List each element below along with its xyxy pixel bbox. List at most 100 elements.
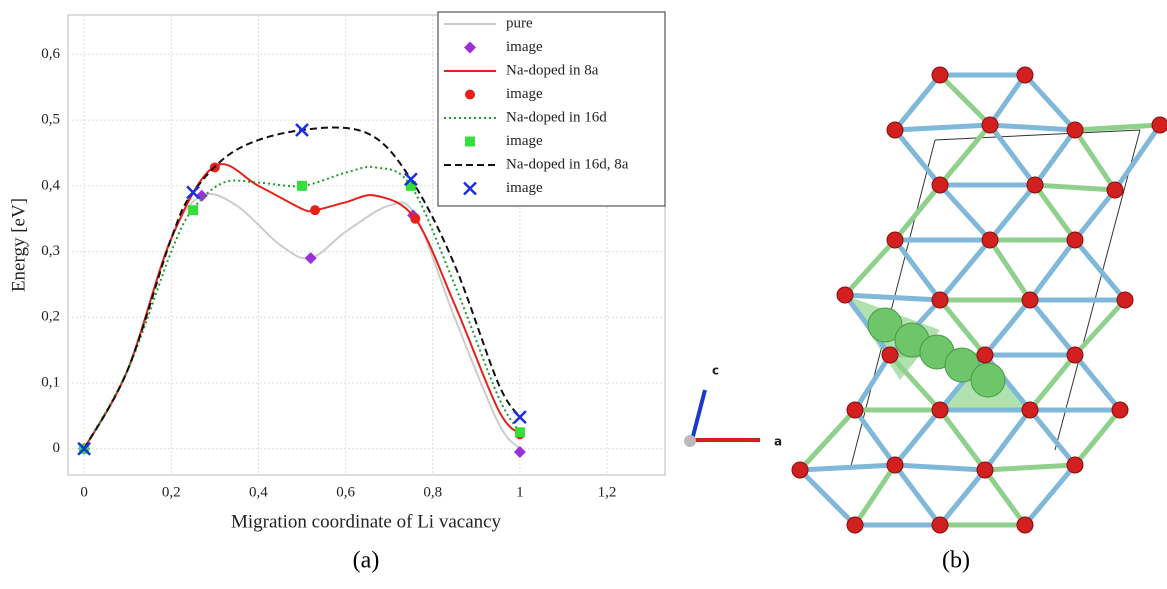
legend-label: image: [506, 180, 543, 196]
axis-label: c: [712, 364, 719, 378]
x-tick-label: 0,2: [162, 484, 181, 500]
o-atom: [887, 457, 903, 473]
x-tick-label: 0: [80, 484, 88, 500]
bond: [1075, 190, 1115, 240]
o-atom: [887, 232, 903, 248]
o-atom: [882, 347, 898, 363]
bond: [1025, 75, 1075, 130]
bond: [895, 410, 940, 465]
bond: [940, 240, 990, 300]
bond: [895, 75, 940, 130]
o-atom: [1027, 177, 1043, 193]
o-atom: [847, 517, 863, 533]
o-atom: [1067, 457, 1083, 473]
bond: [940, 470, 985, 525]
bond: [855, 410, 895, 465]
marker: [188, 205, 198, 215]
o-atom: [932, 292, 948, 308]
bond: [940, 75, 990, 125]
caption: (b): [942, 548, 970, 574]
bond: [855, 465, 895, 525]
li-atom: [971, 363, 1005, 397]
bond: [985, 300, 1030, 355]
bond: [1025, 465, 1075, 525]
bond: [895, 130, 940, 185]
o-atom: [932, 517, 948, 533]
bond: [1075, 355, 1120, 410]
y-tick-label: 0: [53, 440, 61, 456]
o-atom: [837, 287, 853, 303]
bond: [895, 125, 990, 130]
bond: [1075, 300, 1125, 355]
o-atom: [932, 177, 948, 193]
marker: [465, 90, 475, 100]
bond: [990, 125, 1075, 130]
bond: [985, 410, 1030, 470]
axis-label: a: [774, 435, 782, 449]
bond: [895, 465, 940, 525]
bond: [895, 185, 940, 240]
o-atom: [1067, 122, 1083, 138]
bond: [1030, 300, 1075, 355]
bond: [990, 75, 1025, 125]
o-atom: [792, 462, 808, 478]
bond: [800, 465, 895, 470]
y-tick-label: 0,3: [41, 243, 60, 259]
x-tick-label: 0,6: [336, 484, 355, 500]
o-atom: [1017, 517, 1033, 533]
bond: [1115, 125, 1160, 190]
bond: [990, 125, 1035, 185]
o-atom: [1067, 232, 1083, 248]
o-atom: [932, 402, 948, 418]
bond: [1075, 125, 1160, 130]
page: {"chart_data": {"type": "line", "xlabel"…: [0, 0, 1167, 589]
legend-label: pure: [506, 15, 533, 31]
bond: [1075, 410, 1120, 465]
bond: [855, 355, 890, 410]
crystal-structure: [684, 67, 1167, 533]
o-atom: [977, 347, 993, 363]
o-atom: [932, 67, 948, 83]
bond: [1075, 240, 1125, 300]
marker: [297, 181, 307, 191]
o-atom: [1022, 292, 1038, 308]
o-atom: [887, 122, 903, 138]
bond: [1035, 185, 1115, 190]
figure: Migration coordinate of Li vacancy Energ…: [0, 0, 1167, 584]
bond: [940, 410, 985, 470]
bond: [940, 125, 990, 185]
o-atom: [1112, 402, 1128, 418]
o-atom: [982, 117, 998, 133]
legend-label: image: [506, 133, 543, 149]
bond: [1075, 130, 1115, 190]
bond: [990, 185, 1035, 240]
y-axis-label: Energy [eV]: [8, 198, 29, 292]
bond: [990, 240, 1030, 300]
x-tick-label: 1: [516, 484, 524, 500]
marker: [515, 427, 525, 437]
bond: [985, 465, 1075, 470]
bond: [1035, 130, 1075, 185]
marker: [310, 205, 320, 215]
bond: [1030, 410, 1075, 465]
legend-label: image: [506, 39, 543, 55]
o-atom: [1067, 347, 1083, 363]
marker: [410, 214, 420, 224]
o-atom: [1017, 67, 1033, 83]
o-atom: [847, 402, 863, 418]
x-tick-label: 0,8: [423, 484, 442, 500]
y-tick-label: 0,6: [41, 46, 60, 62]
bond: [1030, 240, 1075, 300]
o-atom: [1152, 117, 1167, 133]
axis-arrow: [692, 390, 705, 440]
y-tick-label: 0,1: [41, 374, 60, 390]
bond: [845, 240, 895, 295]
x-axis-label: Migration coordinate of Li vacancy: [231, 511, 502, 532]
bond: [800, 410, 855, 470]
y-tick-label: 0,4: [41, 177, 60, 193]
o-atom: [982, 232, 998, 248]
y-tick-label: 0,5: [41, 112, 60, 128]
legend-label: Na-doped in 8a: [506, 62, 599, 78]
bond: [895, 465, 985, 470]
bond: [800, 470, 855, 525]
